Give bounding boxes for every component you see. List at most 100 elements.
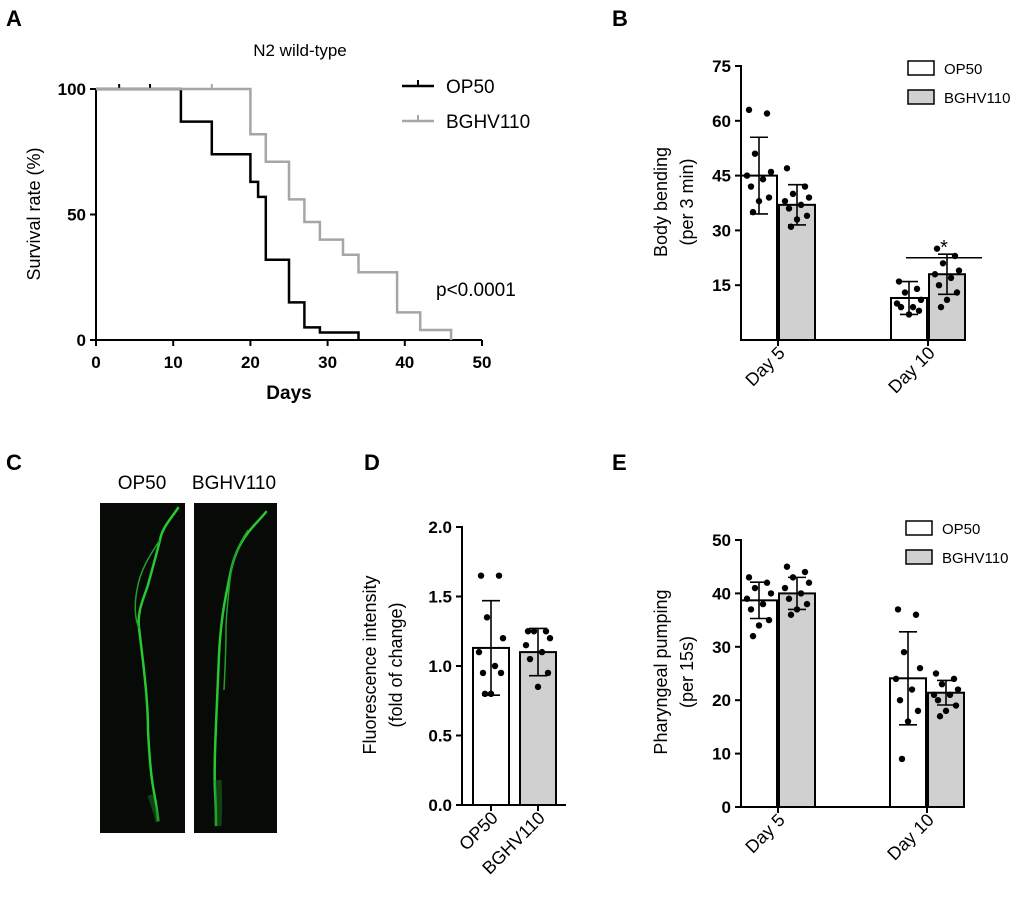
data-point <box>743 595 751 602</box>
y-tick-label: 50 <box>67 206 86 225</box>
data-point <box>765 616 773 624</box>
data-point <box>767 590 775 597</box>
data-point <box>803 600 811 608</box>
bar-op50 <box>740 599 778 808</box>
panel-b-ylabel-line2: (per 3 min) <box>677 158 697 245</box>
data-point <box>755 622 763 629</box>
data-point <box>797 201 805 209</box>
data-point <box>805 579 813 586</box>
data-point <box>745 574 753 581</box>
legend-bghv110-label: BGHV110 <box>942 550 1008 567</box>
panel-d-ylabel-line2: (fold of change) <box>386 602 406 727</box>
data-point <box>805 194 813 201</box>
panel-e-plot: 0 10 20 30 40 50 Day 5 Day 10 <box>712 531 965 864</box>
data-point <box>763 579 771 586</box>
panel-a-legend: OP50 BGHV110 <box>402 77 530 133</box>
legend-op50-swatch <box>907 60 935 76</box>
data-point <box>787 611 795 618</box>
data-point <box>932 670 940 677</box>
data-point <box>491 662 499 670</box>
panel-a-survival-lines <box>96 84 453 340</box>
panel-a-pvalue: p<0.0001 <box>436 280 516 301</box>
data-point <box>909 303 917 311</box>
legend-op50-label: OP50 <box>944 61 982 78</box>
worm-glow-bghv110 <box>214 779 223 827</box>
data-point <box>894 606 902 613</box>
data-point <box>477 572 485 579</box>
data-point <box>937 303 945 311</box>
data-point <box>943 296 951 304</box>
data-point <box>781 197 789 205</box>
data-point <box>931 271 939 278</box>
x-tick-label: 50 <box>473 353 492 372</box>
panel-letter-a: A <box>6 6 22 31</box>
legend-bghv110-label: BGHV110 <box>446 112 530 133</box>
worm-neuron-op50 <box>137 506 180 822</box>
y-tick-label: 10 <box>712 745 731 764</box>
data-point <box>499 635 507 642</box>
data-point <box>483 614 491 621</box>
data-point <box>743 172 751 179</box>
data-point <box>915 307 923 314</box>
data-point <box>781 584 789 592</box>
y-tick-label: 60 <box>712 112 731 131</box>
data-point <box>793 606 801 613</box>
data-point <box>934 697 942 704</box>
data-point <box>950 675 958 683</box>
data-point <box>904 718 912 725</box>
worm-neuron-bghv110-branch <box>223 529 249 691</box>
panel-b-body-bending-chart: Body bending (per 3 min) 15 30 45 60 75 Day 5… <box>651 57 1010 397</box>
bar-bghv110 <box>778 203 816 341</box>
x-tick-label: Day 5 <box>741 343 788 390</box>
data-point <box>767 168 775 176</box>
data-point <box>797 590 805 597</box>
data-point <box>897 303 905 311</box>
data-point <box>479 669 487 677</box>
worm-glow-op50 <box>147 794 161 823</box>
legend-op50-label: OP50 <box>446 77 495 98</box>
micrograph-label-bghv110: BGHV110 <box>192 473 276 494</box>
data-point <box>801 183 809 190</box>
panel-d-fluorescence-chart: Fluorescence intensity (fold of change) … <box>360 518 566 878</box>
panel-e-legend: OP50 BGHV110 <box>905 520 1008 567</box>
legend-op50-swatch <box>905 520 933 536</box>
y-tick-label: 0.0 <box>428 796 452 815</box>
panel-a-title: N2 wild-type <box>253 41 347 60</box>
data-point <box>930 691 938 699</box>
data-point <box>952 702 960 709</box>
data-point <box>783 165 791 172</box>
data-point <box>912 611 920 618</box>
y-tick-label: 0.5 <box>428 727 452 746</box>
panel-e-ylabel-line1: Pharyngeal pumping <box>651 589 671 754</box>
panel-b-legend: OP50 BGHV110 <box>907 60 1010 107</box>
data-point <box>747 183 755 190</box>
y-tick-label: 50 <box>712 531 731 550</box>
x-tick-label: 20 <box>241 353 260 372</box>
survival-line-bghv110 <box>96 87 453 340</box>
panel-letter-b: B <box>612 6 628 31</box>
y-tick-label: 0 <box>77 331 86 350</box>
data-point <box>789 574 797 581</box>
data-point <box>785 595 793 602</box>
data-point <box>908 686 916 693</box>
legend-bghv110-label: BGHV110 <box>944 90 1010 107</box>
panel-e-pumping-chart: Pharyngeal pumping (per 15s) 0 10 20 30 40 50… <box>651 520 1008 864</box>
legend-bghv110-swatch <box>907 89 935 105</box>
data-point <box>783 563 791 570</box>
data-point <box>935 282 943 289</box>
data-point <box>546 635 554 642</box>
data-point <box>801 568 809 576</box>
data-point <box>896 697 904 704</box>
panel-a-survival-chart: N2 wild-type Survival rate (%) Days p<0.… <box>24 41 530 404</box>
data-point <box>793 216 801 223</box>
data-point <box>538 648 546 656</box>
data-point <box>953 289 961 296</box>
y-tick-label: 100 <box>58 80 86 99</box>
legend-op50-label: OP50 <box>942 521 980 538</box>
x-tick-label: Day 10 <box>883 810 937 864</box>
y-tick-label: 20 <box>712 691 731 710</box>
bar-bghv110 <box>778 592 816 809</box>
data-point <box>751 150 759 157</box>
data-point <box>933 245 941 252</box>
